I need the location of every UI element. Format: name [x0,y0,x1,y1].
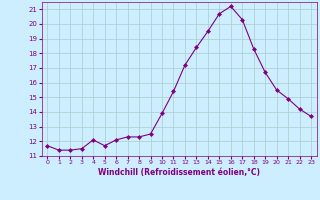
X-axis label: Windchill (Refroidissement éolien,°C): Windchill (Refroidissement éolien,°C) [98,168,260,177]
